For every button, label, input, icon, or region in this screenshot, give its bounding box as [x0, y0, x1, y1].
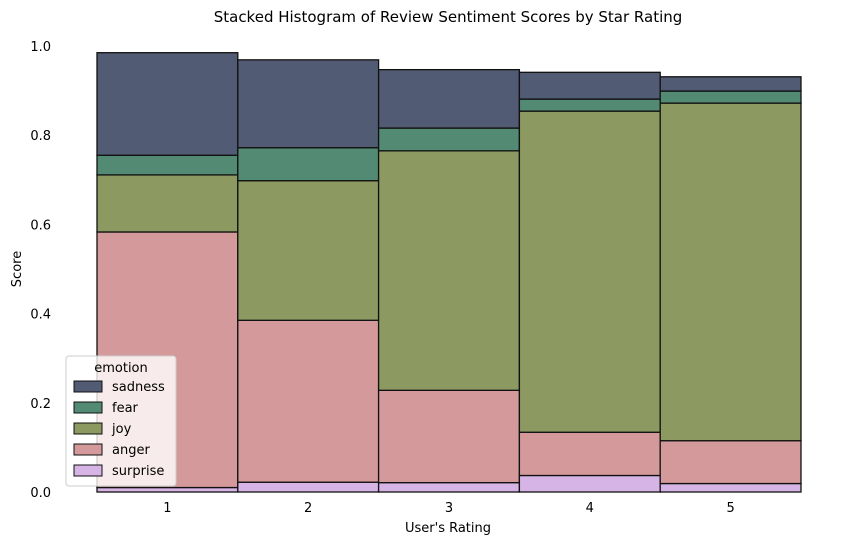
x-axis-label: User's Rating [405, 521, 491, 536]
legend-label-anger: anger [112, 443, 150, 458]
y-tick-label: 0.2 [30, 397, 51, 412]
legend-swatch-surprise [73, 464, 103, 477]
bar-surprise-1 [96, 486, 239, 493]
bars-group [96, 52, 802, 493]
bar-anger-3 [377, 389, 521, 484]
y-tick-label: 1.0 [30, 40, 51, 55]
legend-label-fear: fear [112, 401, 139, 416]
bar-joy-1 [96, 174, 239, 233]
x-axis: 1 2 3 4 5 [163, 501, 734, 516]
x-tick-label: 1 [163, 501, 171, 516]
bar-joy-4 [518, 110, 661, 433]
bar-fear-3 [377, 127, 521, 152]
bar-joy-5 [659, 102, 802, 442]
legend-title: emotion [94, 361, 148, 376]
bar-sadness-2 [237, 59, 380, 149]
legend-swatch-anger [73, 443, 103, 456]
legend: emotion sadness fear joy anger surprise [65, 355, 177, 487]
x-tick-label: 3 [445, 501, 453, 516]
chart-title: Stacked Histogram of Review Sentiment Sc… [214, 8, 683, 26]
bar-joy-3 [377, 150, 521, 391]
bar-surprise-5 [659, 482, 802, 493]
bar-sadness-5 [659, 76, 802, 92]
legend-swatch-fear [73, 401, 103, 414]
bar-fear-4 [518, 98, 661, 112]
bar-fear-5 [659, 90, 802, 104]
legend-label-joy: joy [111, 422, 132, 437]
bar-surprise-3 [377, 481, 521, 493]
x-tick-label: 2 [304, 501, 312, 516]
bar-anger-2 [237, 319, 380, 483]
bar-anger-4 [518, 431, 661, 477]
bar-sadness-4 [518, 71, 661, 100]
legend-swatch-sadness [73, 380, 103, 393]
y-tick-label: 0.8 [30, 129, 51, 144]
y-tick-label: 0.6 [30, 218, 51, 233]
bar-sadness-3 [377, 68, 521, 129]
y-axis-label: Score [10, 251, 25, 287]
bar-anger-5 [659, 440, 802, 485]
legend-label-sadness: sadness [112, 380, 165, 395]
bar-surprise-2 [237, 481, 380, 493]
bar-joy-2 [237, 180, 380, 321]
bar-surprise-4 [518, 474, 661, 493]
bar-fear-2 [237, 147, 380, 182]
y-tick-label: 0.0 [30, 486, 51, 501]
legend-swatch-joy [73, 422, 103, 435]
bar-fear-1 [96, 154, 239, 176]
bar-sadness-1 [96, 52, 239, 156]
y-tick-label: 0.4 [30, 308, 51, 323]
y-axis: 0.0 0.2 0.4 0.6 0.8 1.0 [30, 40, 51, 501]
legend-label-surprise: surprise [112, 464, 164, 479]
x-tick-label: 5 [726, 501, 734, 516]
x-tick-label: 4 [586, 501, 594, 516]
